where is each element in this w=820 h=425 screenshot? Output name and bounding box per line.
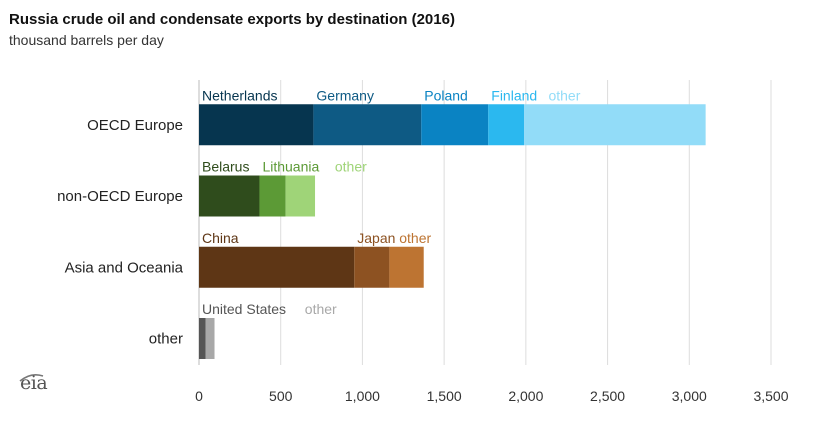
segment-label: other	[305, 301, 337, 317]
category-label: OECD Europe	[87, 117, 183, 134]
segment-label: Netherlands	[202, 87, 278, 103]
x-tick-label: 2,000	[508, 388, 543, 404]
bar-segment	[199, 175, 260, 217]
category-label: non-OECD Europe	[57, 188, 183, 205]
x-tick-label: 3,500	[753, 388, 788, 404]
x-tick-label: 3,000	[672, 388, 707, 404]
category-label: other	[149, 331, 183, 348]
segment-label: other	[335, 159, 367, 175]
x-tick-label: 2,500	[590, 388, 625, 404]
segment-label: Belarus	[202, 159, 249, 175]
bar-segment	[389, 246, 424, 288]
x-tick-label: 1,500	[427, 388, 462, 404]
chart-subtitle: thousand barrels per day	[9, 32, 164, 48]
category-label: Asia and Oceania	[65, 259, 184, 276]
bar-segment	[488, 104, 525, 146]
bar-segment	[285, 175, 316, 217]
bar-segment	[199, 104, 314, 146]
bar-segment	[199, 318, 206, 359]
chart-title: Russia crude oil and condensate exports …	[9, 11, 455, 28]
segment-label: United States	[202, 301, 286, 317]
bar-segment	[313, 104, 422, 146]
x-tick-label: 500	[269, 388, 293, 404]
segment-label: other	[548, 87, 580, 103]
x-tick-label: 1,000	[345, 388, 380, 404]
segment-label: Lithuania	[262, 159, 319, 175]
bar-segment	[205, 318, 215, 359]
bar-segment	[354, 246, 390, 288]
segment-label: Poland	[424, 87, 468, 103]
bar-segment	[259, 175, 286, 217]
segment-label: China	[202, 230, 239, 246]
segment-label: Finland	[491, 87, 537, 103]
eia-logo-text: eia	[20, 372, 48, 394]
bar-segment	[524, 104, 706, 146]
bar-segment	[421, 104, 489, 146]
segment-label: other	[399, 230, 431, 246]
bar-segment	[199, 246, 355, 288]
x-tick-label: 0	[195, 388, 203, 404]
eia-logo-icon	[19, 374, 44, 382]
segment-label: Germany	[316, 87, 374, 103]
segment-label: Japan	[357, 230, 395, 246]
